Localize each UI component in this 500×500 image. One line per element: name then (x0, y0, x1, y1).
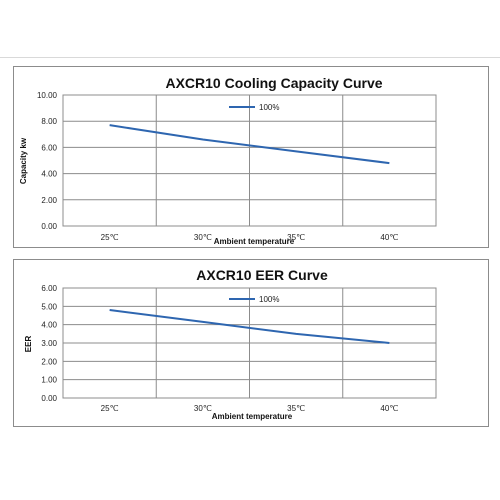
y-axis-label: EER (24, 336, 33, 353)
x-tick-label: 35℃ (287, 404, 305, 413)
y-tick-label: 2.00 (41, 357, 57, 366)
series-line (109, 124, 390, 165)
x-tick-label: 25℃ (101, 233, 119, 242)
y-tick-label: 8.00 (41, 117, 57, 126)
x-tick-label: 40℃ (380, 404, 398, 413)
x-axis-label: Ambient temperature (212, 412, 293, 421)
y-tick-label: 1.00 (41, 376, 57, 385)
y-tick-label: 0.00 (41, 222, 57, 231)
y-tick-label: 2.00 (41, 196, 57, 205)
legend-label: 100% (259, 295, 279, 304)
top-divider (0, 57, 500, 58)
chart-marks: 0.00 2.00 4.00 6.00 8.00 10.00 25℃ 30℃ 35℃ 40℃ Amb… (37, 91, 437, 246)
y-tick-label: 4.00 (41, 321, 57, 330)
legend-label: 100% (259, 103, 279, 112)
y-tick-label: 10.00 (37, 91, 58, 100)
x-tick-label: 30℃ (194, 404, 212, 413)
y-tick-label: 4.00 (41, 170, 57, 179)
chart-title: AXCR10 Cooling Capacity Curve (165, 75, 382, 91)
x-tick-label: 40℃ (380, 233, 398, 242)
series-line (109, 309, 390, 344)
cooling-capacity-chart-panel: AXCR10 Cooling Capacity Curve Capacity k… (13, 66, 489, 248)
x-tick-label: 30℃ (194, 233, 212, 242)
y-tick-label: 6.00 (41, 284, 57, 293)
y-tick-label: 3.00 (41, 339, 57, 348)
chart-title: AXCR10 EER Curve (196, 267, 328, 283)
cooling-capacity-chart: AXCR10 Cooling Capacity Curve Capacity k… (19, 75, 437, 246)
eer-chart-panel: AXCR10 EER Curve EER 0.00 1.00 2.00 3.00 4.0… (13, 259, 489, 427)
y-axis-label: Capacity kw (19, 137, 28, 184)
x-tick-label: 35℃ (287, 233, 305, 242)
y-tick-label: 0.00 (41, 394, 57, 403)
x-tick-label: 25℃ (101, 404, 119, 413)
eer-chart: AXCR10 EER Curve EER 0.00 1.00 2.00 3.00 4.0… (24, 267, 437, 421)
x-axis-label: Ambient temperature (214, 237, 295, 246)
y-tick-label: 5.00 (41, 302, 57, 311)
y-tick-label: 6.00 (41, 143, 57, 152)
chart-marks: 0.00 1.00 2.00 3.00 4.00 5.00 6.00 25℃ 30℃ 35℃ 40℃… (41, 284, 437, 421)
